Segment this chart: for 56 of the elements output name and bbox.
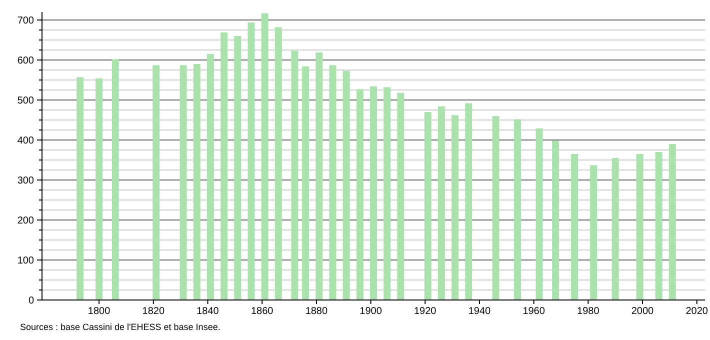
bar: [220, 32, 228, 300]
bar: [112, 59, 119, 300]
bar: [612, 158, 619, 300]
bar: [452, 115, 459, 300]
bar: [291, 50, 298, 300]
bar: [261, 13, 268, 300]
bar: [514, 119, 522, 300]
bar: [492, 116, 500, 300]
x-tick-label: 1980: [577, 306, 600, 317]
x-tick-label: 1860: [250, 306, 274, 317]
y-tick-label: 200: [17, 216, 34, 226]
bar: [316, 52, 323, 300]
bar: [438, 106, 445, 300]
bar: [193, 64, 200, 300]
bar: [384, 87, 391, 300]
y-tick-label: 100: [17, 256, 34, 266]
bar: [590, 165, 598, 300]
bar: [342, 70, 350, 300]
bar: [571, 154, 578, 300]
bar: [397, 92, 404, 300]
x-tick-label: 1920: [414, 306, 437, 317]
source-note: Sources : base Cassini de l'EHESS et base Insee.: [20, 322, 220, 332]
bar: [424, 112, 432, 300]
bar: [668, 144, 676, 300]
bar: [636, 154, 644, 300]
x-tick-label: 1800: [88, 306, 111, 317]
bar: [206, 54, 214, 300]
x-tick-label: 1960: [522, 306, 546, 317]
x-tick-label: 2020: [686, 306, 708, 317]
bar: [180, 65, 187, 300]
bar: [329, 65, 336, 300]
x-tick-label: 1900: [360, 306, 382, 317]
x-tick-label: 1940: [468, 306, 492, 317]
bar: [655, 152, 662, 300]
y-tick-label: 0: [28, 296, 34, 306]
x-tick-label: 1820: [142, 306, 165, 317]
bar: [536, 128, 543, 300]
bar: [152, 65, 160, 300]
x-tick-label: 1880: [305, 306, 328, 317]
bar: [302, 66, 310, 300]
bar: [465, 103, 472, 300]
bar: [76, 77, 84, 300]
bar: [248, 22, 255, 300]
bar: [234, 36, 242, 300]
bar: [96, 78, 103, 300]
y-tick-label: 700: [17, 16, 34, 26]
bar: [274, 27, 282, 300]
bar: [370, 86, 377, 300]
x-tick-label: 2000: [631, 306, 654, 317]
y-tick-label: 500: [17, 96, 34, 106]
bar: [356, 89, 364, 300]
y-tick-label: 400: [17, 136, 34, 146]
x-tick-label: 1840: [196, 306, 220, 317]
y-tick-label: 300: [17, 176, 34, 186]
y-tick-label: 600: [17, 56, 34, 66]
bar: [552, 140, 560, 300]
